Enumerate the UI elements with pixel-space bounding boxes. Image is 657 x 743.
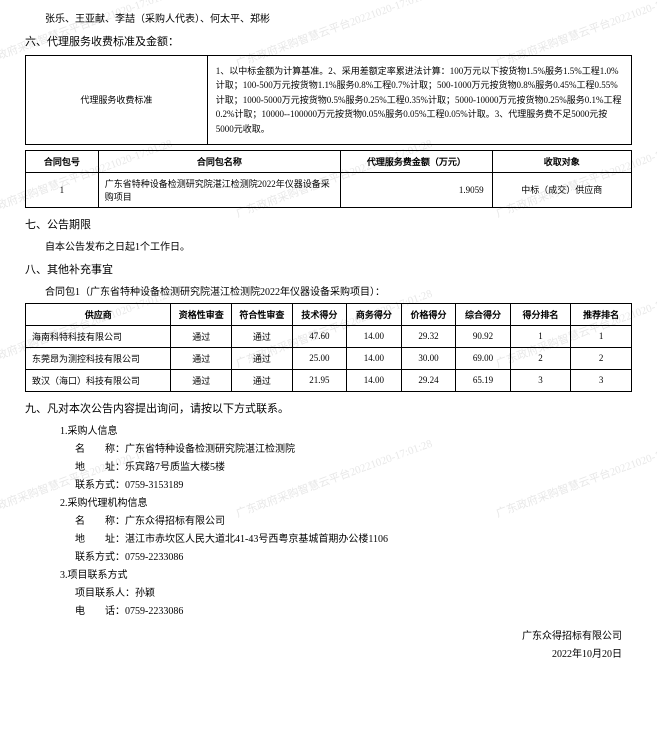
- col-header: 合同包名称: [98, 150, 340, 172]
- cell-rec: 1: [571, 325, 632, 347]
- cell-price: 29.32: [401, 325, 456, 347]
- col-header: 价格得分: [401, 303, 456, 325]
- col-header: 商务得分: [347, 303, 402, 325]
- table-header-row: 合同包号 合同包名称 代理服务费金额（万元） 收取对象: [26, 150, 632, 172]
- cell-price: 30.00: [401, 347, 456, 369]
- cell-amount: 1.9059: [341, 172, 493, 207]
- cell-qual: 通过: [171, 347, 232, 369]
- cell-biz: 14.00: [347, 347, 402, 369]
- section6-title: 六、代理服务收费标准及金额：: [25, 33, 632, 49]
- contract-package-table: 合同包号 合同包名称 代理服务费金额（万元） 收取对象 1 广东省特种设备检测研…: [25, 150, 632, 208]
- cell-name: 广东省特种设备检测研究院湛江检测院2022年仪器设备采购项目: [98, 172, 340, 207]
- value: 0759-2233086: [125, 552, 183, 563]
- purchaser-contact-line: 联系方式：0759-3153189: [25, 476, 632, 491]
- cell-price: 29.24: [401, 369, 456, 391]
- label: 电 话：: [75, 606, 125, 617]
- cell-rank: 3: [510, 369, 571, 391]
- table-row: 1 广东省特种设备检测研究院湛江检测院2022年仪器设备采购项目 1.9059 …: [26, 172, 632, 207]
- cell-tech: 25.00: [292, 347, 347, 369]
- col-header: 合同包号: [26, 150, 99, 172]
- cell-rec: 2: [571, 347, 632, 369]
- table-header-row: 供应商 资格性审查 符合性审查 技术得分 商务得分 价格得分 综合得分 得分排名…: [26, 303, 632, 325]
- col-header: 代理服务费金额（万元）: [341, 150, 493, 172]
- agency-contact-line: 联系方式：0759-2233086: [25, 548, 632, 563]
- value: 0759-3153189: [125, 480, 183, 491]
- cell-qual: 通过: [171, 369, 232, 391]
- col-header: 推荐排名: [571, 303, 632, 325]
- cell-supplier: 东莞昂为测控科技有限公司: [26, 347, 171, 369]
- section7-text: 自本公告发布之日起1个工作日。: [25, 238, 632, 253]
- agency-addr-line: 地 址：湛江市赤坎区人民大道北41-43号西粤京基城首期办公楼1106: [25, 530, 632, 545]
- section9-title: 九、凡对本次公告内容提出询问，请按以下方式联系。: [25, 400, 632, 416]
- value: 0759-2233086: [125, 606, 183, 617]
- section8-subtitle: 合同包1（广东省特种设备检测研究院湛江检测院2022年仪器设备采购项目）：: [25, 283, 632, 298]
- cell-rec: 3: [571, 369, 632, 391]
- label: 联系方式：: [75, 552, 125, 563]
- cell-biz: 14.00: [347, 325, 402, 347]
- evaluation-table: 供应商 资格性审查 符合性审查 技术得分 商务得分 价格得分 综合得分 得分排名…: [25, 303, 632, 392]
- label: 地 址：: [75, 462, 125, 473]
- label: 项目联系人：: [75, 588, 135, 599]
- cell-total: 69.00: [456, 347, 511, 369]
- cell-conf: 通过: [232, 369, 293, 391]
- col-header: 得分排名: [510, 303, 571, 325]
- purchaser-heading: 1.采购人信息: [25, 422, 632, 437]
- cell-no: 1: [26, 172, 99, 207]
- cell-rank: 1: [510, 325, 571, 347]
- value: 广东省特种设备检测研究院湛江检测院: [125, 444, 295, 455]
- project-pm-line: 项目联系人：孙颖: [25, 584, 632, 599]
- fee-standard-table: 代理服务收费标准 1、以中标金额为计算基准。2、采用差额定率累进法计算：100万…: [25, 55, 632, 145]
- cell-conf: 通过: [232, 325, 293, 347]
- cell-total: 65.19: [456, 369, 511, 391]
- col-header: 收取对象: [492, 150, 631, 172]
- agency-name-line: 名 称：广东众得招标有限公司: [25, 512, 632, 527]
- label: 联系方式：: [75, 480, 125, 491]
- table-row: 东莞昂为测控科技有限公司 通过 通过 25.00 14.00 30.00 69.…: [26, 347, 632, 369]
- col-header: 资格性审查: [171, 303, 232, 325]
- cell-total: 90.92: [456, 325, 511, 347]
- value: 孙颖: [135, 588, 155, 599]
- cell-biz: 14.00: [347, 369, 402, 391]
- cell-conf: 通过: [232, 347, 293, 369]
- cell-tech: 21.95: [292, 369, 347, 391]
- agency-heading: 2.采购代理机构信息: [25, 494, 632, 509]
- value: 广东众得招标有限公司: [125, 516, 225, 527]
- col-header: 技术得分: [292, 303, 347, 325]
- sign-date: 2022年10月20日: [25, 645, 622, 660]
- signature-block: 广东众得招标有限公司 2022年10月20日: [25, 627, 632, 660]
- label: 名 称：: [75, 516, 125, 527]
- section8-title: 八、其他补充事宜: [25, 261, 632, 277]
- cell-rank: 2: [510, 347, 571, 369]
- label: 地 址：: [75, 534, 125, 545]
- cell-payer: 中标（成交）供应商: [492, 172, 631, 207]
- sign-org: 广东众得招标有限公司: [25, 627, 622, 642]
- section7-title: 七、公告期限: [25, 216, 632, 232]
- table-row: 致汉（海口）科技有限公司 通过 通过 21.95 14.00 29.24 65.…: [26, 369, 632, 391]
- col-header: 综合得分: [456, 303, 511, 325]
- col-header: 供应商: [26, 303, 171, 325]
- project-contact-heading: 3.项目联系方式: [25, 566, 632, 581]
- fee-desc-cell: 1、以中标金额为计算基准。2、采用差额定率累进法计算：100万元以下按货物1.5…: [207, 56, 631, 145]
- col-header: 符合性审查: [232, 303, 293, 325]
- cell-tech: 47.60: [292, 325, 347, 347]
- value: 湛江市赤坎区人民大道北41-43号西粤京基城首期办公楼1106: [125, 534, 388, 545]
- table-row: 海南科特科技有限公司 通过 通过 47.60 14.00 29.32 90.92…: [26, 325, 632, 347]
- purchaser-name-line: 名 称：广东省特种设备检测研究院湛江检测院: [25, 440, 632, 455]
- cell-supplier: 海南科特科技有限公司: [26, 325, 171, 347]
- evaluator-names: 张乐、王亚献、李喆（采购人代表）、何太平、郑彬: [25, 10, 632, 25]
- purchaser-addr-line: 地 址：乐宾路7号质监大楼5楼: [25, 458, 632, 473]
- value: 乐宾路7号质监大楼5楼: [125, 462, 225, 473]
- cell-qual: 通过: [171, 325, 232, 347]
- label: 名 称：: [75, 444, 125, 455]
- fee-label-cell: 代理服务收费标准: [26, 56, 208, 145]
- cell-supplier: 致汉（海口）科技有限公司: [26, 369, 171, 391]
- project-tel-line: 电 话：0759-2233086: [25, 602, 632, 617]
